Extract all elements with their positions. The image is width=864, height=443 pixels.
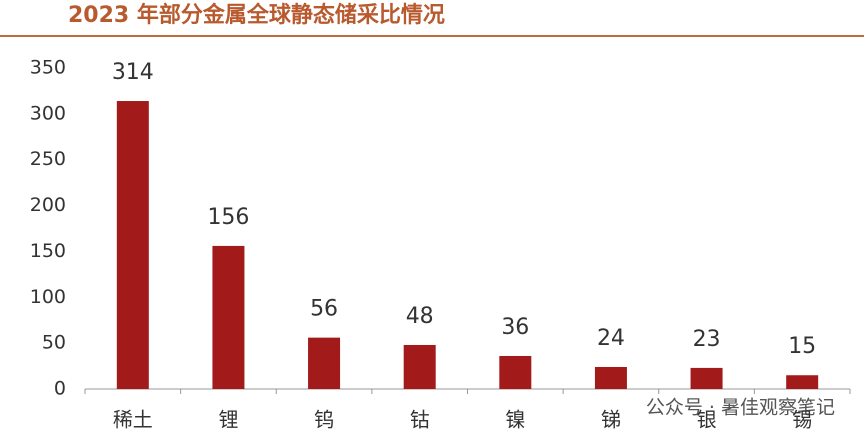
x-tick-label: 稀土 xyxy=(113,408,153,432)
bar xyxy=(786,375,819,389)
bar xyxy=(116,101,149,389)
x-tick-label: 钴 xyxy=(410,408,430,432)
data-label: 23 xyxy=(693,327,721,352)
x-tick-label: 锡 xyxy=(792,408,812,432)
y-tick-label: 0 xyxy=(54,378,66,400)
x-tick-label: 镍 xyxy=(505,408,525,432)
bar xyxy=(308,337,341,389)
bar xyxy=(499,355,532,389)
x-tick-label: 银 xyxy=(697,408,717,432)
y-tick-label: 50 xyxy=(42,332,66,354)
y-tick-label: 250 xyxy=(30,148,66,170)
y-tick-label: 200 xyxy=(30,194,66,216)
data-label: 48 xyxy=(406,304,434,329)
bar xyxy=(403,344,436,389)
y-tick-label: 350 xyxy=(30,57,66,79)
y-tick-label: 150 xyxy=(30,240,66,262)
data-label: 56 xyxy=(310,297,338,322)
data-label: 15 xyxy=(788,334,816,359)
bar xyxy=(594,366,627,389)
bar xyxy=(690,367,723,389)
chart-title: 2023 年部分金属全球静态储采比情况 xyxy=(68,2,445,28)
x-tick-label: 锑 xyxy=(601,408,621,432)
x-tick-label: 钨 xyxy=(314,408,334,432)
data-label: 36 xyxy=(501,315,529,340)
data-label: 156 xyxy=(207,205,249,230)
data-label: 24 xyxy=(597,326,625,351)
y-tick-label: 300 xyxy=(30,102,66,124)
y-tick-label: 100 xyxy=(30,286,66,308)
data-label: 314 xyxy=(112,60,154,85)
x-tick-label: 锂 xyxy=(218,408,238,432)
watermark: 公众号 · 暑佳观察笔记 xyxy=(646,397,835,419)
bar xyxy=(212,245,245,389)
